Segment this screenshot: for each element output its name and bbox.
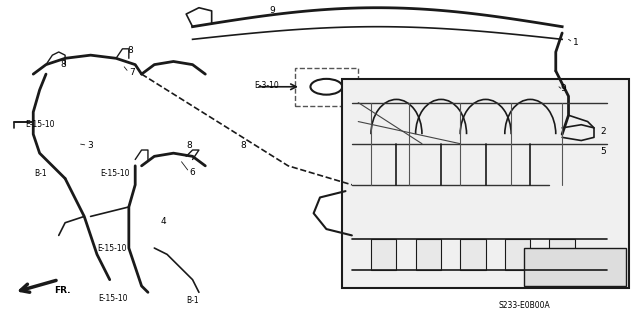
Text: 9: 9: [561, 84, 566, 93]
Bar: [415, 239, 441, 270]
Text: 8: 8: [127, 46, 132, 55]
FancyBboxPatch shape: [294, 68, 358, 106]
Text: 6: 6: [189, 168, 195, 177]
Bar: [460, 239, 486, 270]
Bar: [524, 248, 626, 286]
Text: 5: 5: [600, 147, 606, 156]
Text: 3: 3: [88, 141, 93, 150]
Text: S233-E0B00A: S233-E0B00A: [498, 301, 550, 310]
Text: B-1: B-1: [186, 296, 199, 305]
Text: B-1: B-1: [35, 169, 47, 178]
Text: 9: 9: [269, 6, 275, 15]
Bar: [371, 239, 396, 270]
Text: 4: 4: [161, 217, 166, 226]
Text: 2: 2: [600, 127, 606, 136]
Text: E-15-10: E-15-10: [97, 243, 127, 253]
Text: 8: 8: [60, 60, 66, 69]
Text: E-3-10: E-3-10: [254, 81, 278, 90]
Bar: [505, 239, 531, 270]
Text: E-15-10: E-15-10: [26, 120, 55, 129]
Text: E-15-10: E-15-10: [98, 294, 127, 303]
FancyBboxPatch shape: [342, 79, 629, 287]
Text: E-15-10: E-15-10: [100, 169, 130, 178]
Text: FR.: FR.: [54, 286, 70, 295]
Text: 1: 1: [573, 38, 579, 47]
Bar: [549, 239, 575, 270]
Text: 8: 8: [241, 141, 246, 150]
Text: 8: 8: [186, 141, 192, 150]
Text: 7: 7: [129, 68, 134, 77]
